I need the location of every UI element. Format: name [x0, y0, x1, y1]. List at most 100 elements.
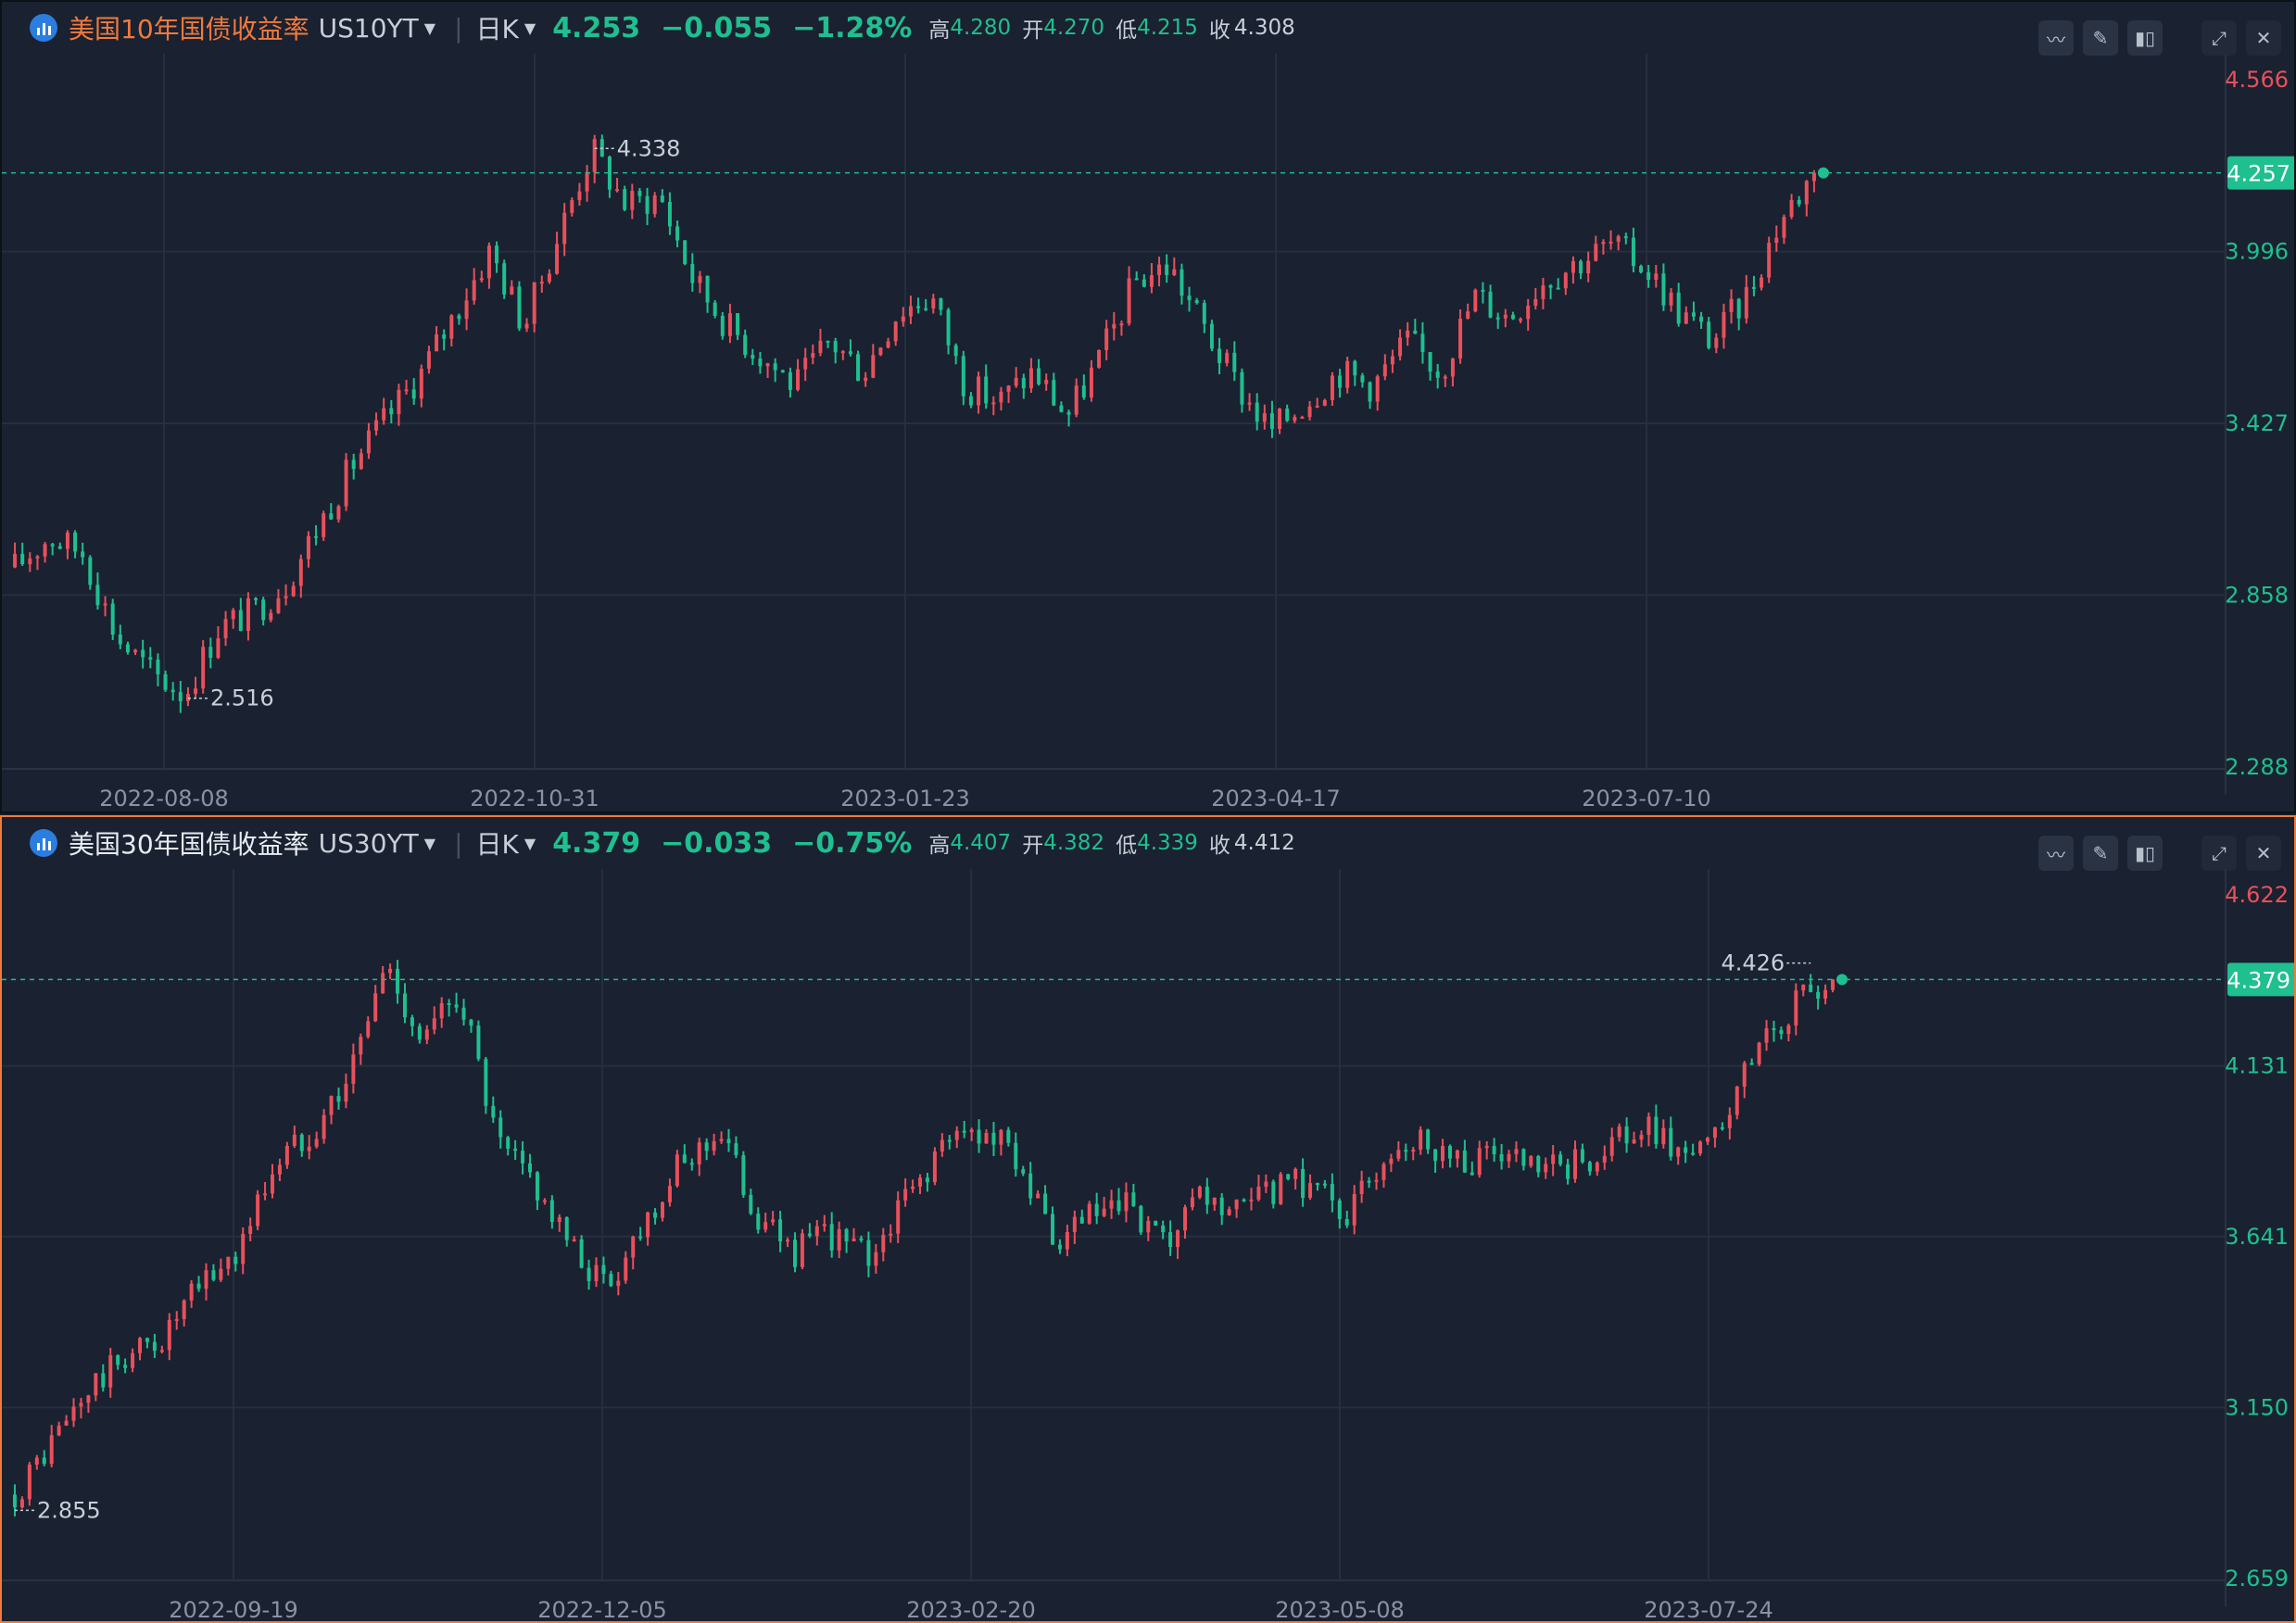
candle-body — [1594, 244, 1598, 261]
indicator-icon[interactable]: 〰 — [2038, 836, 2074, 871]
candle-body — [1337, 1200, 1342, 1219]
candle-body — [1705, 1138, 1709, 1142]
candle-body — [374, 420, 379, 431]
draw-pen-icon[interactable]: ✎ — [2083, 836, 2118, 871]
current-price-tag — [2227, 962, 2294, 997]
candle-body — [977, 1129, 981, 1144]
candle-body — [1413, 330, 1418, 334]
chart-panel-us10yt[interactable]: 美国10年国债收益率 US10YT ▼ | 日K ▼ 4.253 −0.055 … — [0, 0, 2296, 813]
candle-body — [261, 599, 266, 621]
instrument-name[interactable]: 美国30年国债收益率 — [69, 829, 309, 860]
price-change: −0.033 — [661, 826, 773, 860]
candle-body — [1789, 199, 1794, 218]
period-select[interactable]: 日K — [475, 14, 519, 44]
candle-body — [43, 544, 47, 557]
indicator-icon[interactable]: 〰 — [2038, 20, 2074, 56]
candle-body — [1587, 1162, 1592, 1172]
candle-body — [1556, 287, 1560, 290]
candle-body — [601, 1264, 606, 1275]
candle-body — [314, 535, 319, 538]
candle-body — [1149, 275, 1154, 287]
candle-body — [726, 1139, 731, 1144]
candle-body — [1322, 399, 1327, 406]
candle-body — [623, 189, 627, 210]
candle-body — [71, 1406, 76, 1421]
expand-icon[interactable]: ⤢ — [2201, 20, 2237, 56]
candle-body — [796, 369, 801, 390]
candle-body — [848, 351, 852, 355]
candle-body — [1579, 260, 1583, 274]
candle-body — [1510, 314, 1515, 320]
expand-icon[interactable]: ⤢ — [2201, 836, 2237, 871]
candle-body — [1676, 1147, 1681, 1157]
x-axis-tick-label: 2022-10-31 — [470, 786, 599, 812]
candle-body — [1256, 1187, 1261, 1200]
candle-body — [1180, 269, 1184, 296]
candle-body — [984, 376, 989, 404]
candle-body — [521, 1151, 525, 1164]
divider: | — [454, 12, 463, 44]
candle-body — [344, 1083, 348, 1102]
candle-body — [1051, 1214, 1055, 1245]
candle-body — [366, 1021, 371, 1038]
candle-body — [720, 316, 725, 336]
chart-panel-us30yt[interactable]: 美国30年国债收益率 US30YT ▼ | 日K ▼ 4.379 −0.033 … — [0, 815, 2296, 1623]
candle-body — [1507, 1153, 1511, 1162]
candle-body — [502, 263, 507, 295]
candle-body — [736, 313, 740, 335]
candle-body — [1669, 1127, 1673, 1157]
max-price-label: 4.338 — [617, 135, 681, 161]
low-label: 低 — [1116, 19, 1138, 43]
candle-body — [886, 341, 890, 348]
candle-body — [510, 286, 514, 295]
candle-body — [1315, 1183, 1319, 1186]
draw-pen-icon[interactable]: ✎ — [2083, 20, 2118, 56]
candle-body — [1646, 1116, 1651, 1136]
candle-body — [1816, 991, 1821, 999]
price-change-percent: −1.28% — [792, 11, 913, 44]
candle-body — [1698, 1141, 1703, 1154]
candle-body — [856, 354, 861, 382]
candlestick-chart[interactable]: 4.622 4.131 3.641 3.150 2.659 2022-09-19 2022-… — [2, 869, 2294, 1623]
instrument-code[interactable]: US30YT — [318, 827, 419, 859]
close-icon[interactable]: ✕ — [2246, 20, 2281, 56]
candlestick-chart[interactable]: 4.566 3.996 3.427 2.858 2.288 2022-08-08 2022-… — [2, 54, 2294, 813]
chevron-down-icon[interactable]: ▼ — [524, 19, 536, 37]
candle-body — [616, 1280, 621, 1287]
candle-body — [542, 1200, 547, 1202]
candle-body — [233, 1256, 238, 1264]
candle-body — [1028, 368, 1033, 389]
candle-body — [359, 453, 363, 470]
chevron-down-icon[interactable]: ▼ — [423, 19, 436, 37]
candle-body — [751, 355, 755, 359]
candle-body — [1344, 1218, 1349, 1226]
candlestick-type-icon[interactable]: ▮▯ — [2127, 20, 2163, 56]
candle-body — [1772, 1028, 1776, 1031]
candle-body — [219, 1268, 223, 1280]
close-icon[interactable]: ✕ — [2246, 836, 2281, 871]
price-change: −0.055 — [661, 11, 773, 44]
candle-body — [1729, 298, 1734, 312]
instrument-name[interactable]: 美国10年国债收益率 — [69, 14, 309, 44]
chevron-down-icon[interactable]: ▼ — [524, 834, 536, 852]
candle-body — [1398, 337, 1403, 357]
candle-body — [1066, 411, 1071, 415]
price-change-percent: −0.75% — [792, 826, 913, 860]
instrument-code[interactable]: US10YT — [318, 12, 419, 44]
candle-body — [292, 1134, 296, 1147]
candle-body — [322, 1114, 326, 1139]
candle-body — [226, 1256, 231, 1269]
candle-body — [256, 1194, 260, 1227]
candle-body — [698, 275, 702, 283]
candle-body — [829, 1224, 834, 1251]
candle-body — [1345, 360, 1350, 388]
candle-body — [1707, 321, 1711, 348]
candle-body — [382, 408, 386, 421]
chevron-down-icon[interactable]: ▼ — [423, 834, 436, 852]
candle-body — [208, 647, 213, 659]
candle-body — [196, 1283, 201, 1290]
candlestick-type-icon[interactable]: ▮▯ — [2127, 836, 2163, 871]
candle-body — [269, 612, 273, 621]
candle-body — [103, 603, 107, 606]
period-select[interactable]: 日K — [475, 829, 519, 860]
